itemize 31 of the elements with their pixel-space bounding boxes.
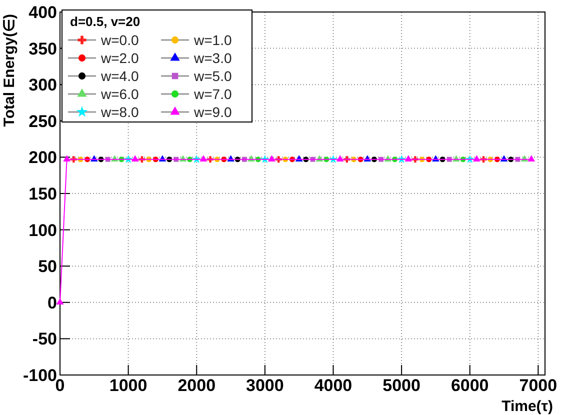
x-tick-label: 4000 xyxy=(314,376,352,395)
x-tick-label: 3000 xyxy=(246,376,284,395)
y-tick-label: 0 xyxy=(48,293,57,312)
legend-title: d=0.5, v=20 xyxy=(70,14,140,29)
x-tick-label: 7000 xyxy=(519,376,558,395)
legend-label: w=5.0 xyxy=(193,68,232,84)
legend-label: w=3.0 xyxy=(193,50,232,66)
x-axis-title: Time(τ) xyxy=(502,398,553,415)
legend-label: w=1.0 xyxy=(193,32,232,48)
x-tick-label: 6000 xyxy=(450,376,489,395)
x-tick-label: 2000 xyxy=(178,376,216,395)
y-tick-label: 350 xyxy=(28,39,57,58)
y-tick-label: 50 xyxy=(38,257,57,276)
legend-label: w=2.0 xyxy=(100,50,139,66)
y-tick-label: 250 xyxy=(28,112,57,131)
legend-label: w=9.0 xyxy=(193,104,232,120)
legend-label: w=0.0 xyxy=(100,32,139,48)
legend-label: w=4.0 xyxy=(100,68,139,84)
y-tick-label: -50 xyxy=(32,330,57,349)
y-tick-label: 150 xyxy=(28,184,57,204)
y-tick-label: 100 xyxy=(28,220,57,240)
y-axis-title: Total Energy(∈) xyxy=(1,14,18,127)
legend-label: w=8.0 xyxy=(100,104,139,120)
legend-label: w=7.0 xyxy=(193,86,232,102)
y-tick-label: 300 xyxy=(28,76,57,95)
legend-label: w=6.0 xyxy=(100,86,139,102)
x-tick-label: 5000 xyxy=(382,376,420,395)
x-tick-label: 1000 xyxy=(109,376,148,395)
y-tick-label: 200 xyxy=(28,148,57,168)
y-tick-label: -100 xyxy=(22,366,57,385)
y-tick-label: 400 xyxy=(28,3,57,22)
